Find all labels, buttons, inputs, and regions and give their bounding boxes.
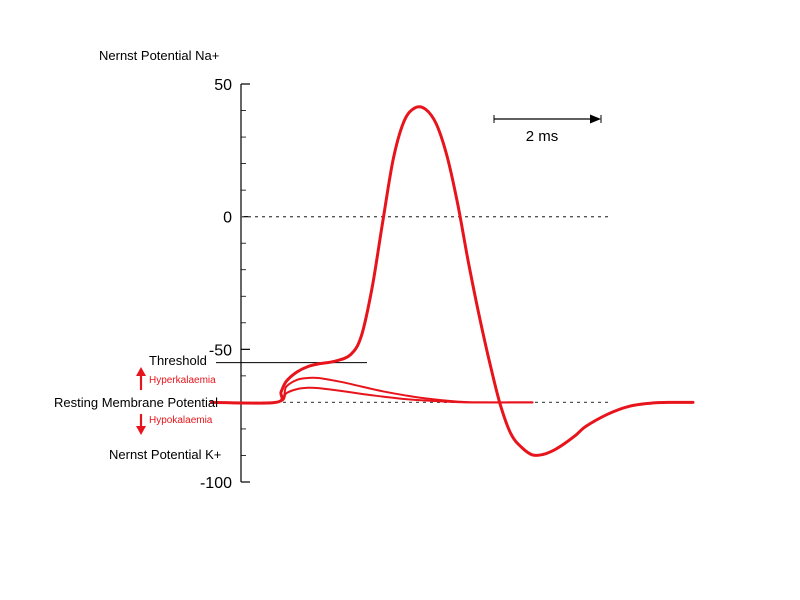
time-scale-bar: 2 ms bbox=[493, 114, 602, 145]
subthreshold-trace bbox=[210, 386, 534, 405]
down-arrow-icon bbox=[136, 414, 146, 435]
hyperkalaemia-label: Hyperkalaemia bbox=[149, 375, 216, 386]
voltage-traces bbox=[210, 105, 695, 457]
nernst-k-label: Nernst Potential K+ bbox=[109, 447, 221, 462]
reference-lines bbox=[216, 216, 612, 404]
y-tick-label: 0 bbox=[223, 210, 232, 227]
action-potential-trace bbox=[210, 105, 695, 457]
subthreshold-trace bbox=[210, 376, 534, 405]
up-arrow-icon bbox=[136, 367, 146, 390]
y-tick-label: -100 bbox=[200, 475, 232, 492]
scale-bar-label: 2 ms bbox=[526, 128, 559, 145]
resting-membrane-potential-label: Resting Membrane Potential bbox=[54, 395, 218, 410]
nernst-na-label: Nernst Potential Na+ bbox=[99, 48, 219, 63]
y-tick-label: 50 bbox=[214, 77, 232, 94]
hypokalaemia-label: Hypokalaemia bbox=[149, 415, 213, 426]
threshold-label: Threshold bbox=[149, 353, 207, 368]
y-axis: 50 0 -50 -100 bbox=[200, 77, 250, 492]
scale-bar-arrowhead-icon bbox=[590, 114, 601, 124]
y-tick-label: -50 bbox=[209, 342, 232, 359]
